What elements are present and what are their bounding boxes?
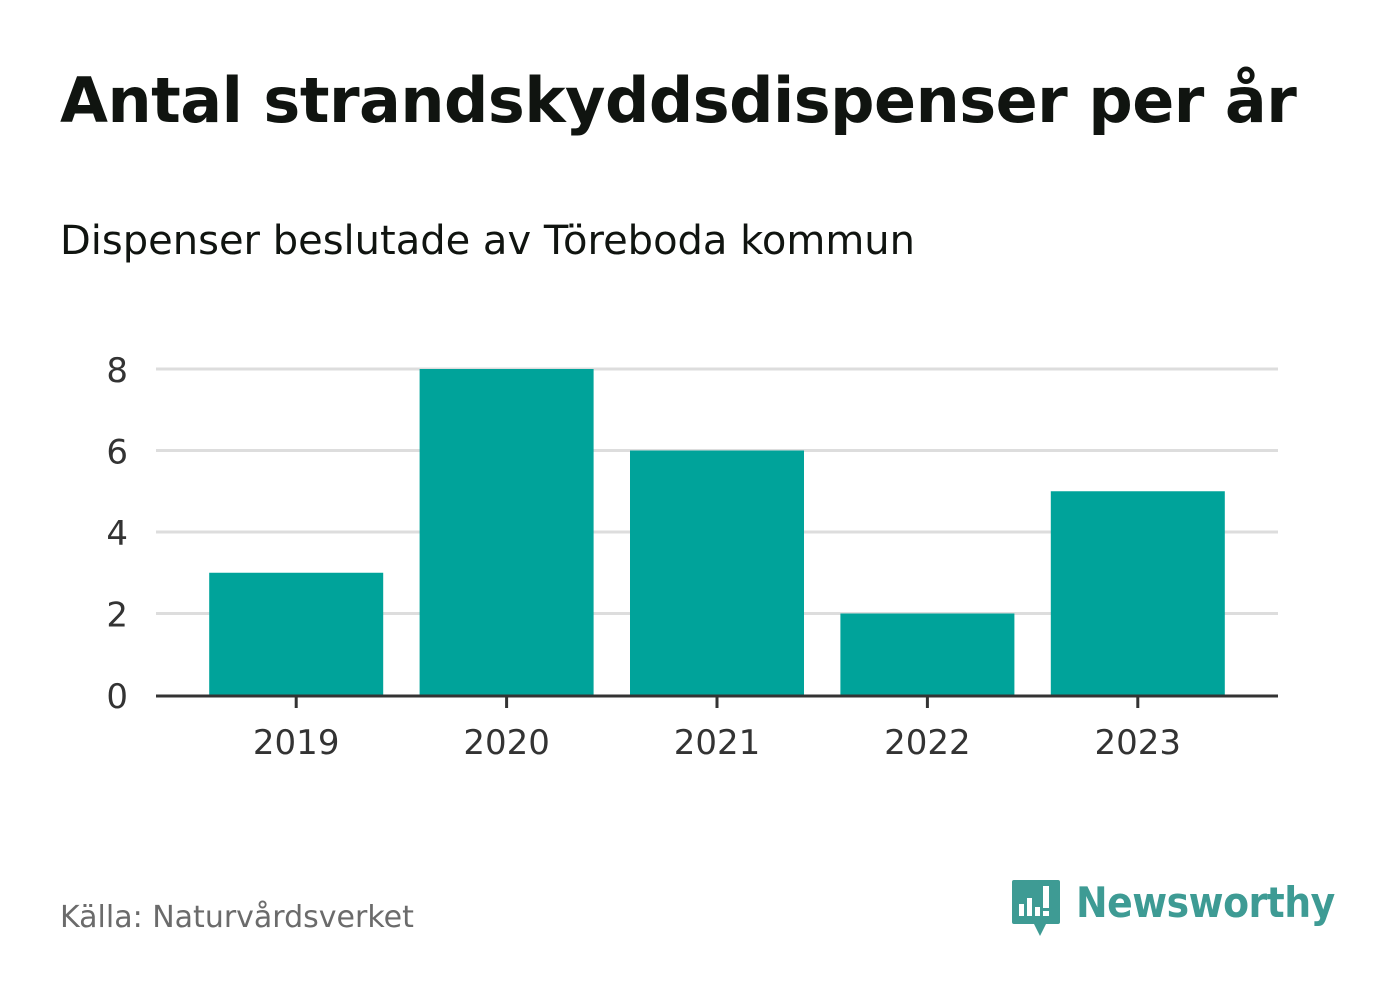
chart-title: Antal strandskyddsdispenser per år bbox=[60, 64, 1297, 137]
bar-2021 bbox=[630, 450, 804, 695]
x-tick-label: 2021 bbox=[674, 723, 761, 763]
x-tick-label: 2019 bbox=[253, 723, 340, 763]
x-tick-label: 2023 bbox=[1095, 723, 1182, 763]
y-tick-label: 2 bbox=[106, 596, 128, 636]
x-tick-label: 2020 bbox=[463, 723, 550, 763]
brand-logo: Newsworthy bbox=[1010, 878, 1335, 942]
chart-subtitle: Dispenser beslutade av Töreboda kommun bbox=[60, 218, 915, 264]
y-tick-label: 8 bbox=[106, 351, 128, 391]
bar-2020 bbox=[419, 369, 594, 695]
bar-2022 bbox=[840, 613, 1015, 695]
source-note: Källa: Naturvårdsverket bbox=[60, 900, 414, 935]
bars bbox=[209, 369, 1225, 695]
newsworthy-logo-icon bbox=[1012, 880, 1060, 936]
y-tick-label: 4 bbox=[106, 514, 128, 554]
y-tick-label: 6 bbox=[106, 433, 128, 473]
y-tick-label: 0 bbox=[106, 677, 128, 717]
x-tick-label: 2022 bbox=[884, 723, 971, 763]
y-axis-ticks: 0 2 4 6 8 bbox=[106, 351, 128, 717]
bar-2019 bbox=[209, 572, 384, 695]
brand-name: Newsworthy bbox=[1076, 878, 1335, 927]
x-axis-ticks: 2019 2020 2021 2022 2023 bbox=[253, 696, 1181, 763]
bar-2023 bbox=[1050, 491, 1225, 695]
